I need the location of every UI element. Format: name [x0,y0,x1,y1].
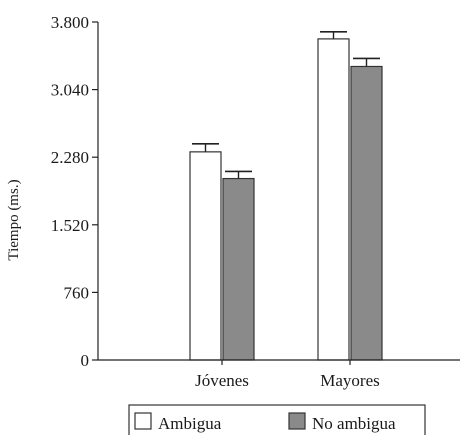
y-tick-label: 3.800 [51,13,89,32]
y-tick-label: 2.280 [51,148,89,167]
bar [350,65,383,361]
y-tick-label: 1.520 [51,216,89,235]
y-tick-label: 760 [64,283,90,302]
legend-label: No ambigua [312,414,396,433]
x-category-label: Mayores [320,371,379,390]
bar [189,151,222,361]
bar [222,177,255,361]
legend-box [128,404,426,440]
axes-layer: 0 760 1.520 2.280 3.040 3.800 Jóvenes Mayores [51,13,460,390]
bar [317,38,350,361]
y-tick-label: 0 [81,351,90,370]
legend: Ambigua No ambigua [128,404,426,440]
legend-swatch [288,412,306,430]
y-tick-label: 3.040 [51,81,89,100]
x-category-label: Jóvenes [195,371,249,390]
y-axis-title: Tiempo (ms.) [6,179,22,260]
bars-layer [189,30,383,361]
legend-label: Ambigua [158,414,222,433]
legend-swatch [134,412,152,430]
